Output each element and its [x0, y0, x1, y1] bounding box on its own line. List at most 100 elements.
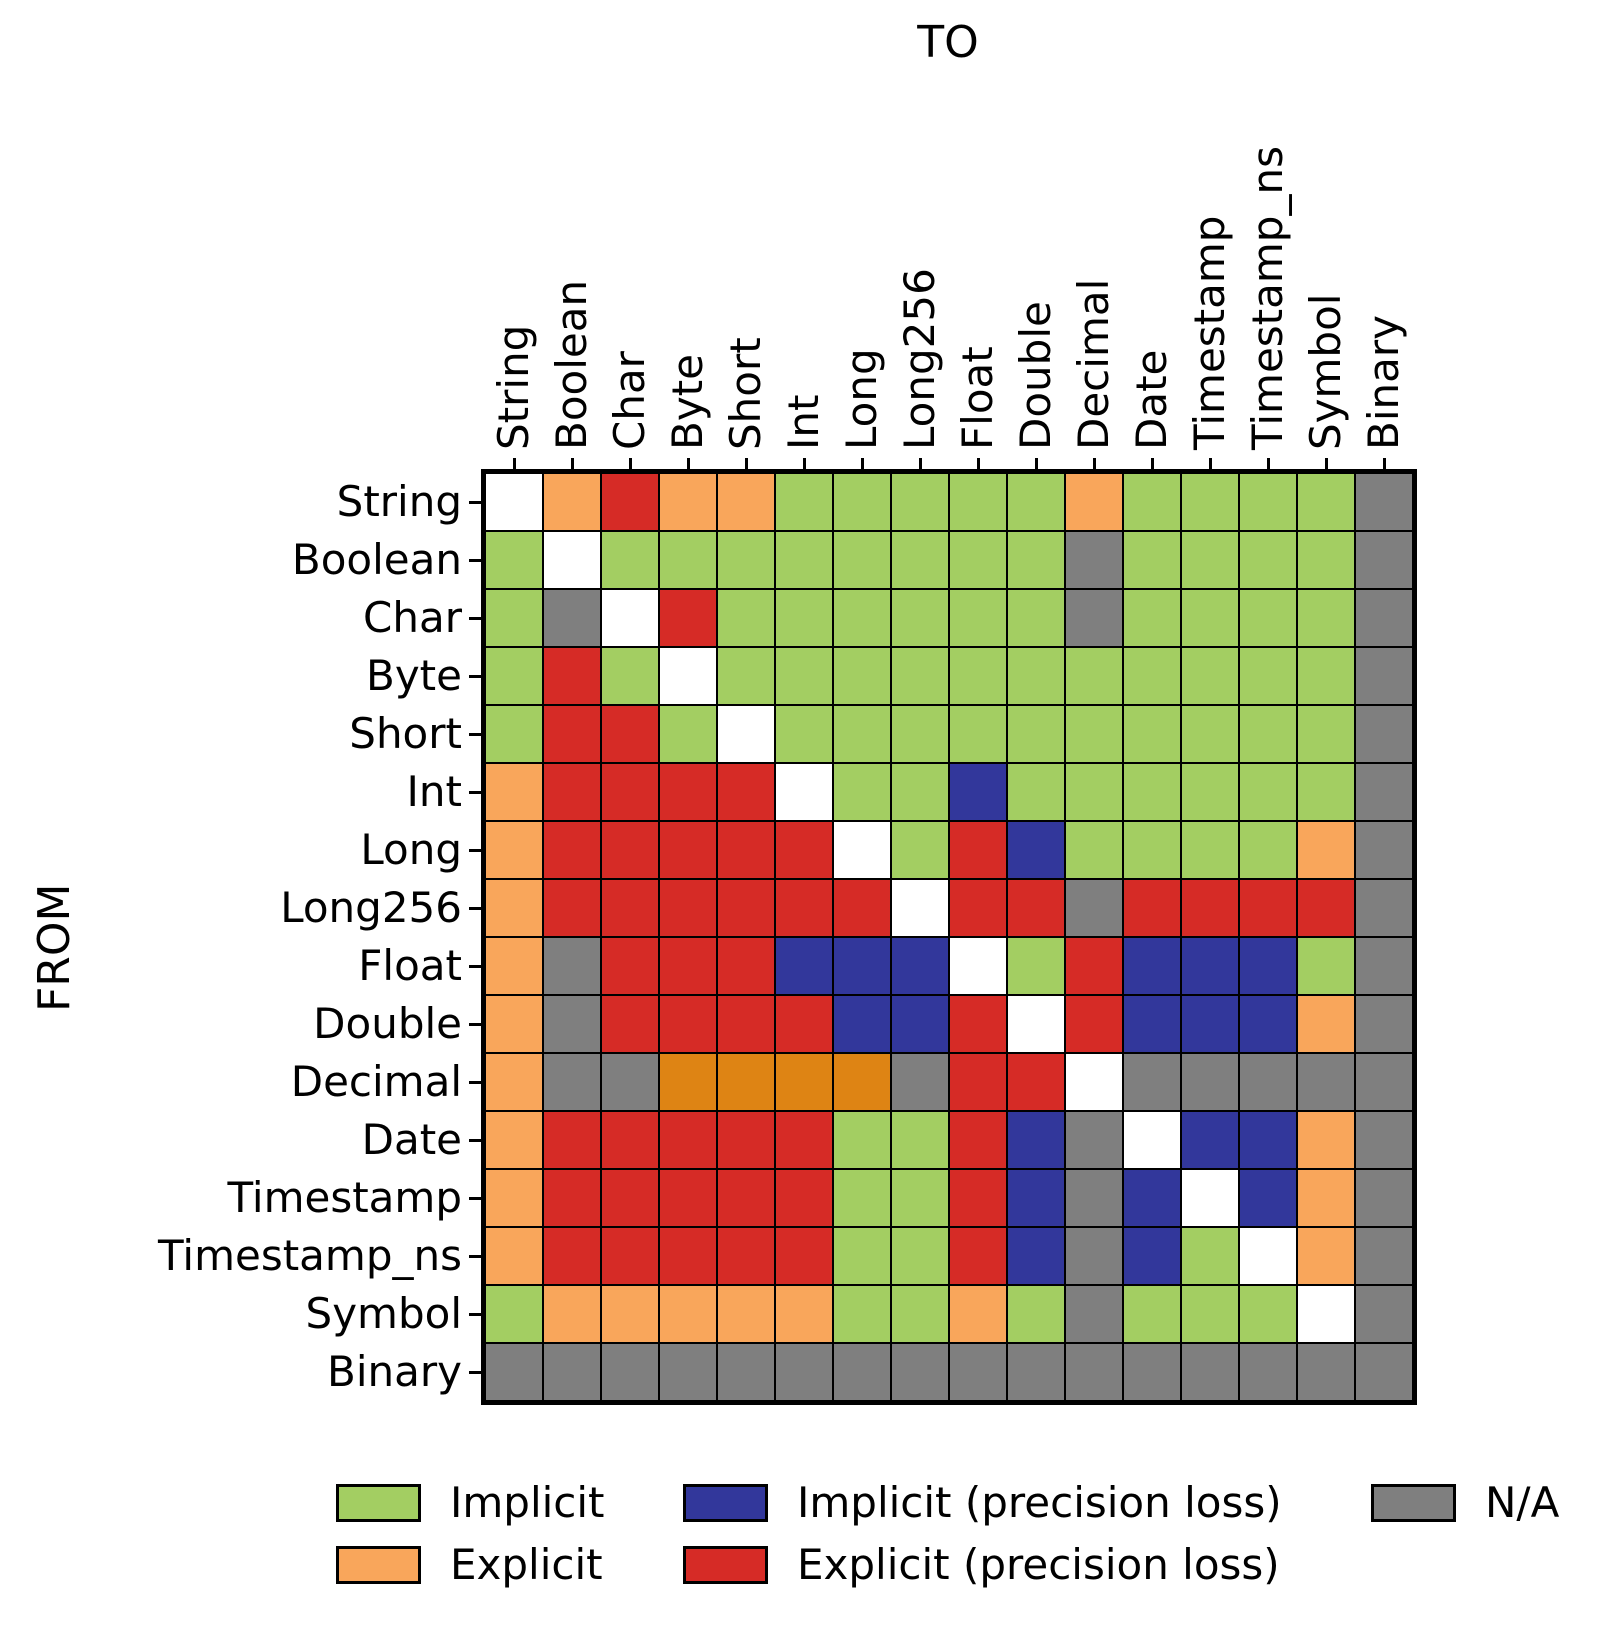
x-tick	[570, 458, 574, 473]
matrix-cell	[601, 589, 659, 647]
matrix-cell	[775, 1169, 833, 1227]
matrix-cell	[543, 589, 601, 647]
matrix-cell	[1239, 705, 1297, 763]
matrix-cell	[1355, 879, 1413, 937]
matrix-cell	[1065, 1053, 1123, 1111]
matrix-cell	[543, 1343, 601, 1401]
matrix-cell	[775, 763, 833, 821]
matrix-cell	[485, 1285, 543, 1343]
matrix-cell	[1123, 821, 1181, 879]
matrix-cell	[1007, 763, 1065, 821]
matrix-cell	[775, 821, 833, 879]
matrix-cell	[1123, 705, 1181, 763]
matrix-cell	[1355, 589, 1413, 647]
matrix-cell	[1181, 531, 1239, 589]
matrix-cell	[1297, 995, 1355, 1053]
matrix-cell	[543, 1169, 601, 1227]
matrix-cell	[1181, 473, 1239, 531]
matrix-cell	[775, 473, 833, 531]
matrix-cell	[1239, 821, 1297, 879]
matrix-cell	[775, 995, 833, 1053]
y-tick	[469, 558, 485, 562]
matrix-cell	[601, 763, 659, 821]
matrix-cell	[485, 1343, 543, 1401]
matrix-cell	[601, 473, 659, 531]
matrix-cell	[659, 879, 717, 937]
y-tick	[469, 1196, 485, 1200]
matrix-cell	[1181, 1053, 1239, 1111]
matrix-cell	[1007, 589, 1065, 647]
matrix-cell	[1181, 647, 1239, 705]
matrix-cell	[717, 531, 775, 589]
matrix-cell	[949, 937, 1007, 995]
matrix-cell	[717, 937, 775, 995]
x-tick	[1382, 458, 1386, 473]
matrix-cell	[1297, 705, 1355, 763]
legend-label: Implicit	[450, 1478, 605, 1527]
matrix-cell	[1239, 531, 1297, 589]
matrix-cell	[1355, 1285, 1413, 1343]
matrix-cell	[833, 763, 891, 821]
matrix-cell	[485, 995, 543, 1053]
matrix-cell	[1065, 821, 1123, 879]
matrix-cell	[891, 995, 949, 1053]
col-label-double: Double	[1011, 301, 1060, 450]
matrix-cell	[775, 1053, 833, 1111]
matrix-cell	[833, 937, 891, 995]
heatmap-grid	[481, 469, 1417, 1405]
x-tick	[1150, 458, 1154, 473]
y-tick	[469, 1370, 485, 1374]
matrix-cell	[485, 531, 543, 589]
matrix-cell	[833, 1285, 891, 1343]
matrix-cell	[1181, 705, 1239, 763]
matrix-cell	[949, 1111, 1007, 1169]
row-label-decimal: Decimal	[290, 1057, 462, 1106]
matrix-cell	[1065, 705, 1123, 763]
y-tick	[469, 1312, 485, 1316]
matrix-cell	[833, 1227, 891, 1285]
x-tick	[744, 458, 748, 473]
matrix-cell	[891, 1053, 949, 1111]
x-tick	[1266, 458, 1270, 473]
matrix-cell	[485, 1169, 543, 1227]
row-label-boolean: Boolean	[291, 535, 462, 584]
matrix-cell	[543, 473, 601, 531]
matrix-cell	[1007, 937, 1065, 995]
matrix-cell	[1123, 647, 1181, 705]
y-tick	[469, 1138, 485, 1142]
y-tick	[469, 1080, 485, 1084]
matrix-cell	[833, 1169, 891, 1227]
x-tick	[918, 458, 922, 473]
matrix-cell	[1123, 589, 1181, 647]
matrix-cell	[659, 1053, 717, 1111]
y-tick	[469, 732, 485, 736]
matrix-cell	[1239, 1343, 1297, 1401]
matrix-cell	[1355, 1111, 1413, 1169]
matrix-cell	[1065, 1169, 1123, 1227]
matrix-cell	[1239, 937, 1297, 995]
matrix-cell	[1355, 763, 1413, 821]
matrix-cell	[543, 1111, 601, 1169]
matrix-cell	[1123, 879, 1181, 937]
matrix-cell	[1007, 1285, 1065, 1343]
matrix-cell	[659, 1227, 717, 1285]
matrix-cell	[1181, 1343, 1239, 1401]
matrix-cell	[1123, 1227, 1181, 1285]
matrix-cell	[543, 879, 601, 937]
matrix-cell	[891, 1111, 949, 1169]
matrix-cell	[717, 995, 775, 1053]
matrix-cell	[601, 1169, 659, 1227]
matrix-cell	[891, 937, 949, 995]
matrix-cell	[659, 1169, 717, 1227]
matrix-cell	[1065, 1227, 1123, 1285]
matrix-cell	[1007, 1227, 1065, 1285]
matrix-cell	[833, 1053, 891, 1111]
y-tick	[469, 906, 485, 910]
row-label-float: Float	[358, 941, 462, 990]
matrix-cell	[775, 1111, 833, 1169]
matrix-cell	[949, 995, 1007, 1053]
matrix-cell	[485, 879, 543, 937]
matrix-cell	[485, 1227, 543, 1285]
matrix-cell	[659, 647, 717, 705]
matrix-cell	[1123, 763, 1181, 821]
